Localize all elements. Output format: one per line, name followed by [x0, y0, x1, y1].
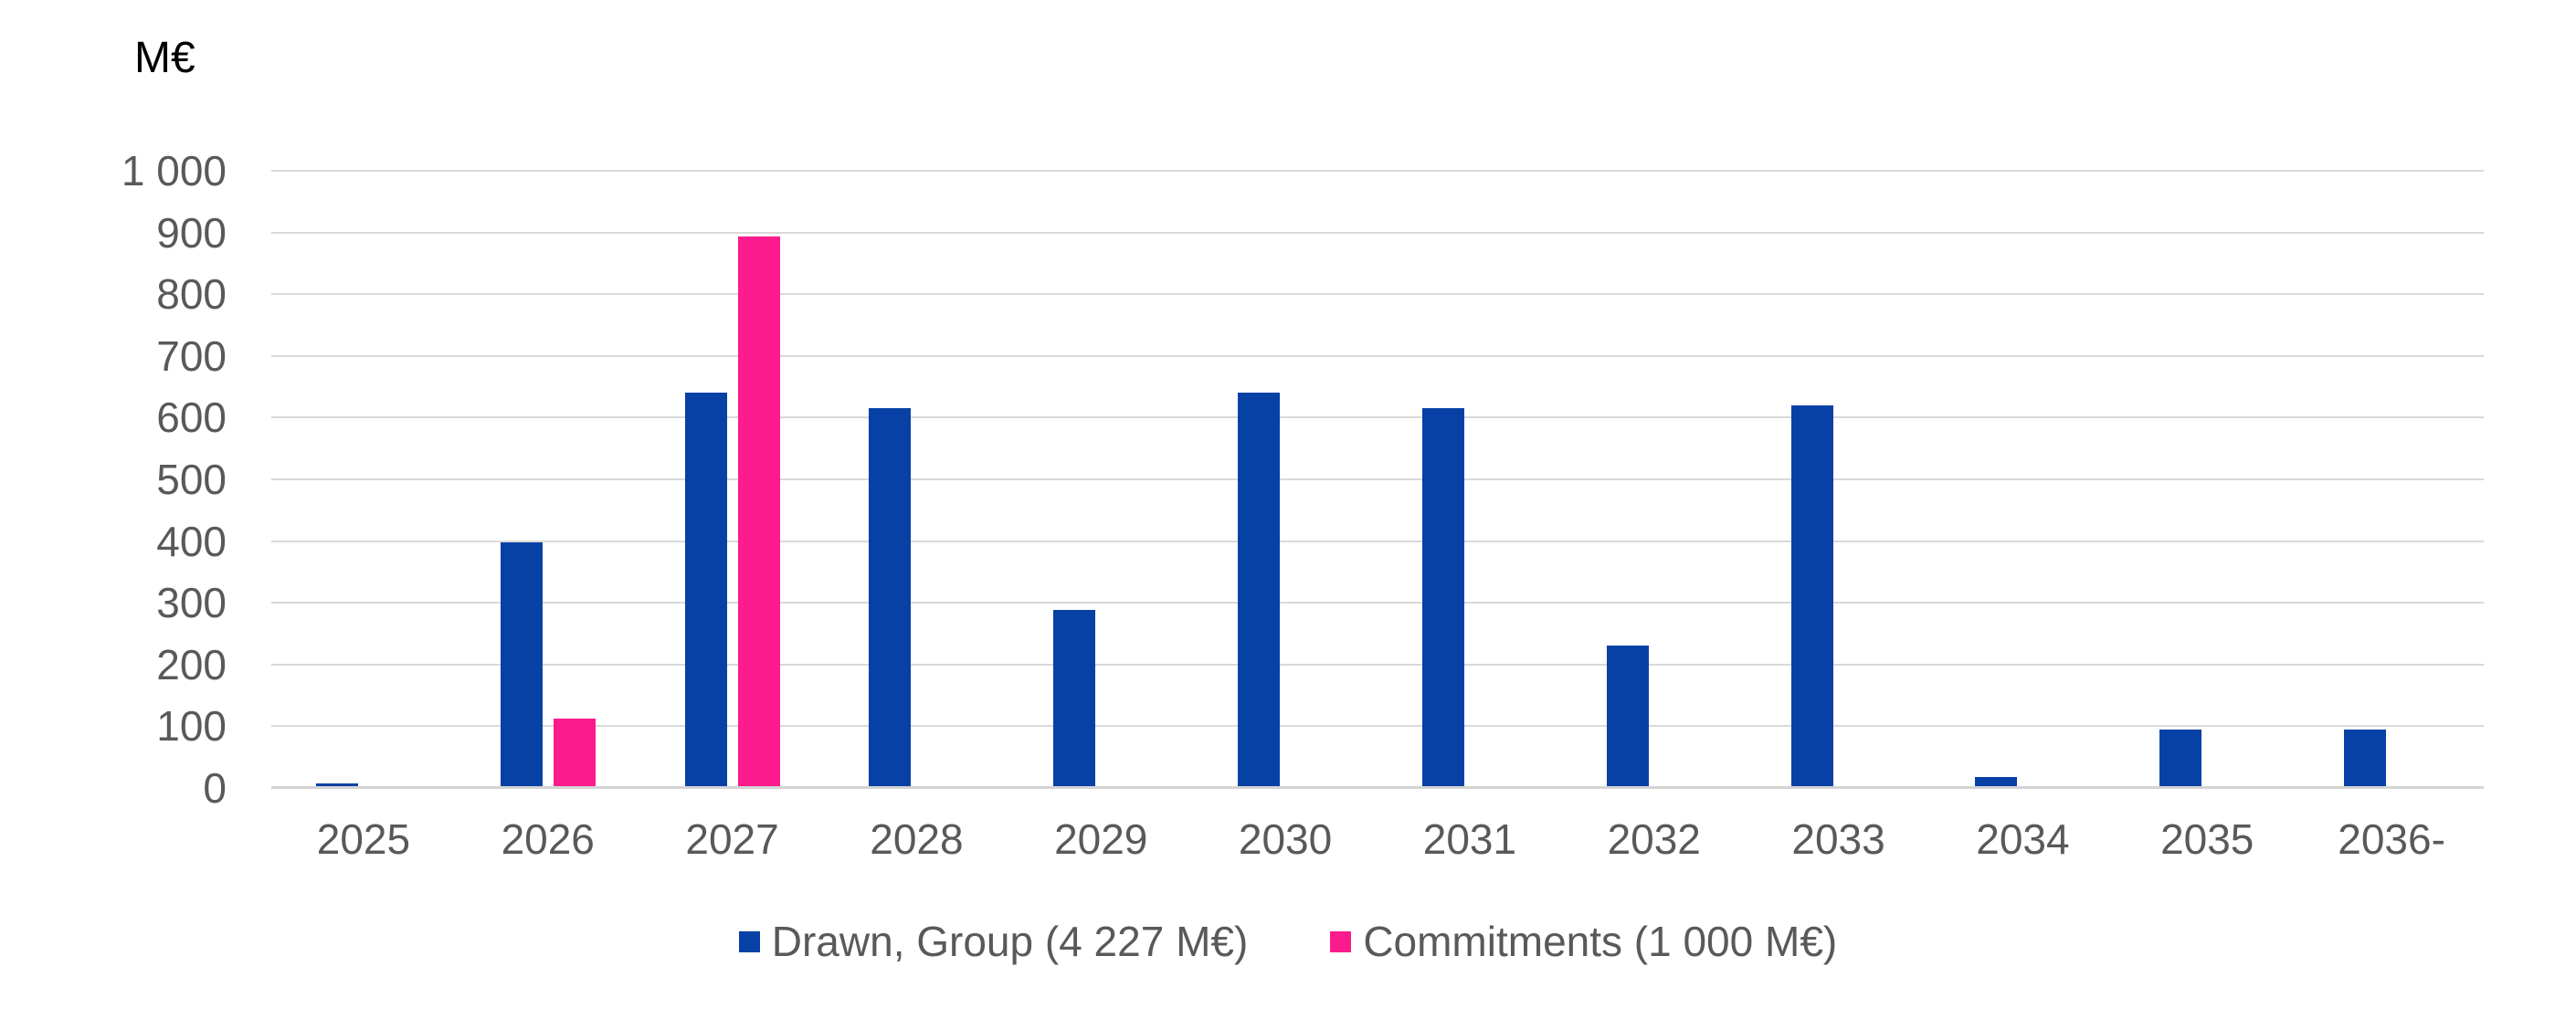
- legend-label-commitments: Commitments (1 000 M€): [1363, 918, 1838, 965]
- legend-swatch-drawn-group: [738, 930, 760, 952]
- x-axis-label-2032: 2032: [1607, 815, 1701, 863]
- legend-item-commitments: Commitments (1 000 M€): [1330, 920, 1837, 962]
- x-axis-label-2036-: 2036-: [2338, 815, 2445, 863]
- gridline: [271, 725, 2484, 728]
- plot-area: [271, 170, 2484, 789]
- gridline: [271, 416, 2484, 419]
- legend-swatch-commitments: [1330, 930, 1352, 952]
- x-axis-label-2031: 2031: [1422, 815, 1517, 863]
- x-axis-label-2035: 2035: [2160, 815, 2254, 863]
- y-tick-label: 200: [156, 640, 227, 688]
- x-axis-label-2034: 2034: [1976, 815, 2070, 863]
- bar-drawn-group-2030: [1238, 393, 1281, 786]
- y-tick-label: 600: [156, 394, 227, 442]
- y-tick-label: 1 000: [121, 147, 227, 194]
- gridline: [271, 354, 2484, 357]
- x-axis-label-2027: 2027: [685, 815, 779, 863]
- gridline: [271, 231, 2484, 234]
- y-axis-tick-labels: 1 000 900 800 700 600 500 400 300 200 100 0: [0, 0, 228, 1019]
- bar-drawn-group-2031: [1421, 408, 1464, 786]
- x-axis-label-2026: 2026: [501, 815, 595, 863]
- y-tick-label: 900: [156, 208, 227, 257]
- bar-drawn-group-2026: [500, 541, 543, 786]
- bar-drawn-group-2035: [2159, 729, 2202, 786]
- y-tick-label: 0: [203, 764, 227, 812]
- bar-commitments-2026: [553, 718, 596, 786]
- bar-drawn-group-2034: [1975, 776, 2018, 786]
- x-axis-label-2033: 2033: [1791, 815, 1885, 863]
- x-axis-line: [271, 786, 2484, 789]
- x-axis-label-2029: 2029: [1054, 815, 1148, 863]
- y-axis-unit-label: M€: [134, 34, 195, 82]
- y-tick-label: 800: [156, 270, 227, 319]
- x-axis-labels: 2025 2026 2027 2028 2029 2030 2031 2032 2033 2034…: [271, 816, 2484, 871]
- gridline: [271, 170, 2484, 172]
- bar-drawn-group-2029: [1053, 610, 1096, 786]
- gridline: [271, 478, 2484, 480]
- bar-commitments-2027: [737, 236, 780, 786]
- gridline: [271, 663, 2484, 666]
- y-tick-label: 400: [156, 517, 227, 565]
- bar-drawn-group-2025: [315, 783, 358, 786]
- bar-drawn-group-2032: [1606, 645, 1649, 786]
- bar-drawn-group-2028: [869, 408, 912, 786]
- y-tick-label: 100: [156, 702, 227, 751]
- y-tick-label: 700: [156, 331, 227, 380]
- gridline: [271, 540, 2484, 542]
- x-axis-label-2030: 2030: [1238, 815, 1333, 863]
- legend-item-drawn-group: Drawn, Group (4 227 M€): [738, 918, 1249, 965]
- bar-drawn-group-2033: [1790, 404, 1833, 786]
- y-tick-label: 300: [156, 579, 227, 627]
- x-axis-label-2028: 2028: [870, 815, 964, 863]
- bar-drawn-group-2036-: [2344, 729, 2387, 786]
- legend: Drawn, Group (4 227 M€) Commitments (1 00…: [0, 909, 2576, 973]
- x-axis-label-2025: 2025: [316, 815, 411, 863]
- legend-label-drawn-group: Drawn, Group (4 227 M€): [771, 918, 1249, 965]
- gridline: [271, 293, 2484, 296]
- bar-drawn-group-2027: [684, 393, 727, 786]
- y-tick-label: 500: [156, 456, 227, 503]
- gridline: [271, 602, 2484, 604]
